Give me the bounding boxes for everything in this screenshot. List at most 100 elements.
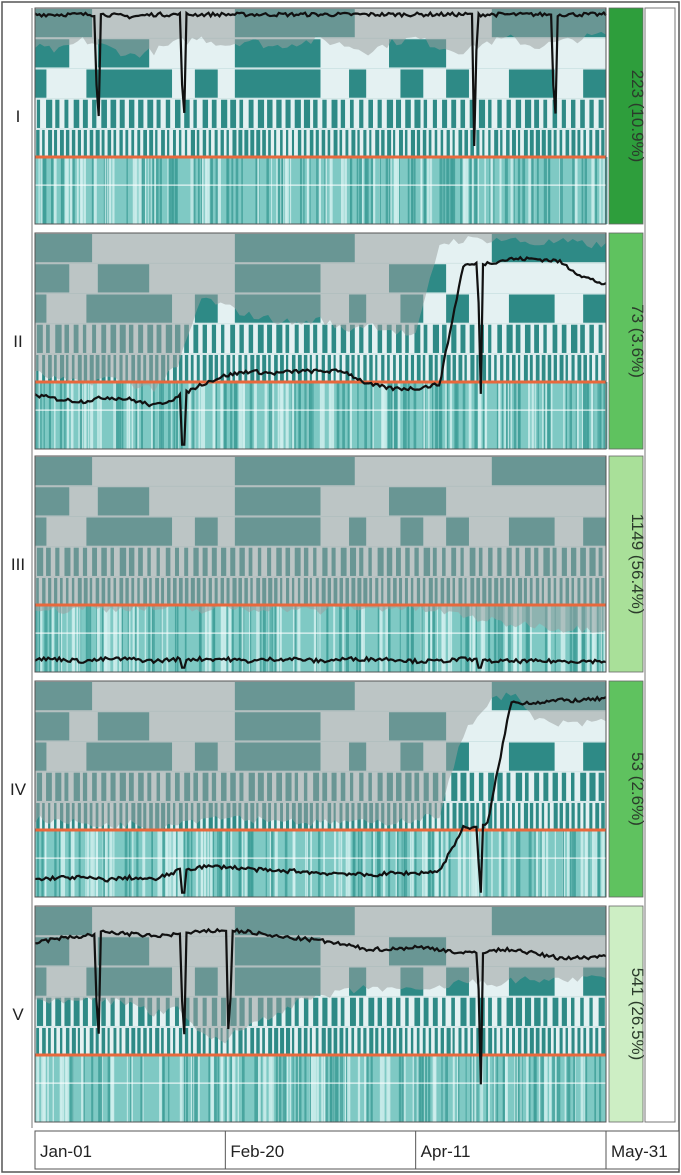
activity-bar <box>83 129 87 157</box>
texture-stripe <box>175 157 178 224</box>
activity-bar <box>446 802 450 830</box>
texture-stripe <box>424 1055 427 1122</box>
texture-stripe <box>429 157 433 224</box>
texture-stripe <box>569 830 572 897</box>
texture-stripe <box>331 382 335 449</box>
texture-stripe <box>529 1055 531 1122</box>
texture-stripe <box>590 382 594 449</box>
activity-bar <box>238 129 243 157</box>
texture-stripe <box>72 1055 74 1122</box>
texture-stripe <box>175 382 178 449</box>
texture-stripe <box>544 605 548 672</box>
activity-bar <box>580 324 585 353</box>
texture-stripe <box>157 830 161 897</box>
activity-bar <box>451 772 458 801</box>
activity-bar <box>393 129 396 157</box>
texture-stripe <box>126 157 128 224</box>
texture-stripe <box>201 157 204 224</box>
activity-bar <box>239 99 244 128</box>
texture-stripe <box>449 382 453 449</box>
texture-stripe <box>114 605 118 672</box>
activity-bar <box>529 129 534 157</box>
texture-stripe <box>293 830 295 897</box>
cluster-size-label: 1149 (56.4%) <box>628 514 647 615</box>
activity-bar <box>196 129 200 157</box>
texture-stripe <box>573 830 576 897</box>
texture-stripe <box>339 1055 343 1122</box>
texture-stripe <box>131 1055 133 1122</box>
texture-stripe <box>113 605 115 672</box>
texture-stripe <box>430 605 433 672</box>
texture-stripe <box>135 157 138 224</box>
texture-stripe <box>137 382 140 449</box>
activity-bar <box>497 324 502 353</box>
activity-bar <box>172 354 177 382</box>
texture-stripe <box>321 1055 324 1122</box>
texture-stripe <box>222 830 226 897</box>
texture-stripe <box>97 382 99 449</box>
activity-bar <box>547 354 552 382</box>
activity-bar <box>589 324 594 353</box>
texture-stripe <box>514 1055 516 1122</box>
activity-bar <box>268 354 271 382</box>
texture-stripe <box>516 1055 520 1122</box>
texture-stripe <box>412 1055 415 1122</box>
texture-stripe <box>588 830 590 897</box>
texture-stripe <box>81 1055 84 1122</box>
texture-stripe <box>332 1055 334 1122</box>
texture-stripe <box>228 605 231 672</box>
activity-bar <box>297 129 302 157</box>
activity-bar <box>386 99 394 128</box>
texture-stripe <box>477 1055 479 1122</box>
activity-bar <box>327 354 331 382</box>
texture-stripe <box>121 382 124 449</box>
activity-block <box>508 69 555 98</box>
activity-bar <box>434 354 438 382</box>
activity-bar <box>506 324 513 353</box>
texture-stripe <box>342 382 345 449</box>
activity-bar <box>322 324 328 353</box>
texture-stripe <box>403 830 406 897</box>
texture-stripe <box>440 382 443 449</box>
texture-stripe <box>498 830 502 897</box>
activity-bar <box>149 129 154 157</box>
activity-bar <box>488 99 492 128</box>
texture-stripe <box>219 157 221 224</box>
texture-stripe <box>431 830 434 897</box>
activity-bar <box>561 997 567 1026</box>
activity-bar <box>535 354 540 382</box>
activity-bar <box>89 1027 94 1055</box>
cluster-size-label: 73 (3.6%) <box>628 304 647 378</box>
texture-stripe <box>436 605 438 672</box>
activity-bar <box>309 1027 312 1055</box>
texture-stripe <box>221 1055 224 1122</box>
activity-bar <box>552 324 558 353</box>
texture-stripe <box>339 605 342 672</box>
texture-stripe <box>135 382 139 449</box>
activity-bar <box>256 354 260 382</box>
activity-bar <box>161 1027 164 1055</box>
activity-bar <box>580 99 585 128</box>
activity-bar <box>238 354 242 382</box>
activity-bar <box>190 129 195 157</box>
activity-bar <box>440 802 445 830</box>
texture-stripe <box>336 1055 339 1122</box>
activity-bar <box>54 129 58 157</box>
texture-stripe <box>223 605 227 672</box>
texture-stripe <box>525 605 528 672</box>
texture-stripe <box>236 382 238 449</box>
texture-stripe <box>203 830 207 897</box>
texture-stripe <box>584 157 588 224</box>
texture-stripe <box>54 382 56 449</box>
texture-stripe <box>367 157 369 224</box>
texture-stripe <box>585 830 589 897</box>
activity-bar <box>77 1027 80 1055</box>
texture-stripe <box>594 605 597 672</box>
activity-bar <box>589 99 594 128</box>
texture-stripe <box>93 157 97 224</box>
activity-bar <box>482 129 485 157</box>
texture-stripe <box>40 157 43 224</box>
activity-bar <box>500 1027 503 1055</box>
activity-bar <box>55 99 60 128</box>
activity-bar <box>82 99 88 128</box>
